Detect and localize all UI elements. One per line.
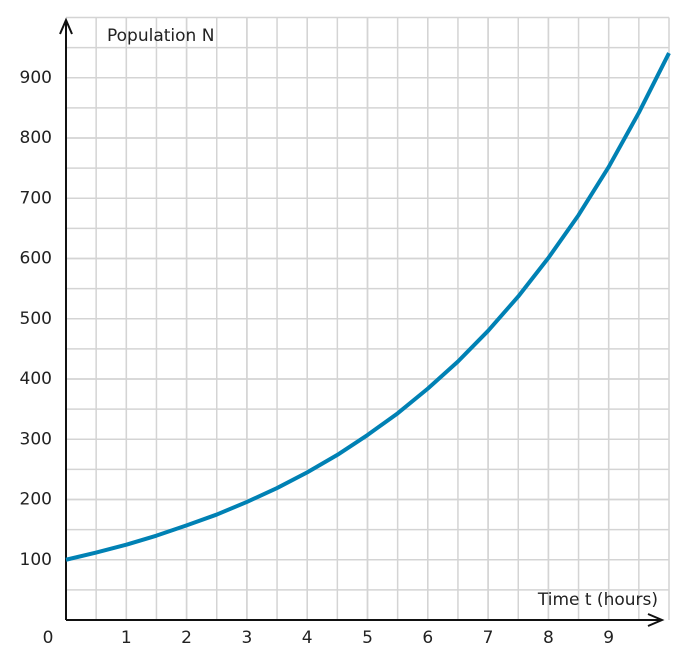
x-tick-label: 3 <box>241 628 252 648</box>
x-tick-label: 4 <box>302 628 313 648</box>
x-tick-label: 0 <box>43 628 54 648</box>
y-tick-label: 400 <box>20 369 52 389</box>
y-tick-label: 800 <box>20 128 52 148</box>
y-axis-arrow <box>59 17 73 35</box>
x-tick-label: 2 <box>181 628 192 648</box>
y-tick-label: 100 <box>20 550 52 570</box>
y-tick-label: 700 <box>20 188 52 208</box>
y-tick-label: 300 <box>20 429 52 449</box>
x-axis-arrow <box>647 613 665 627</box>
x-tick-label: 5 <box>362 628 373 648</box>
x-tick-label: 7 <box>483 628 494 648</box>
y-tick-label: 500 <box>20 309 52 329</box>
x-axis-label: Time t (hours) <box>537 590 658 610</box>
y-tick-label: 900 <box>20 68 52 88</box>
y-tick-label: 600 <box>20 249 52 269</box>
x-tick-label: 6 <box>422 628 433 648</box>
y-tick-label: 200 <box>20 490 52 510</box>
x-tick-label: 9 <box>603 628 614 648</box>
x-tick-label: 8 <box>543 628 554 648</box>
data-line <box>65 52 671 562</box>
x-tick-label: 1 <box>121 628 132 648</box>
y-axis-label: Population N <box>107 26 214 46</box>
